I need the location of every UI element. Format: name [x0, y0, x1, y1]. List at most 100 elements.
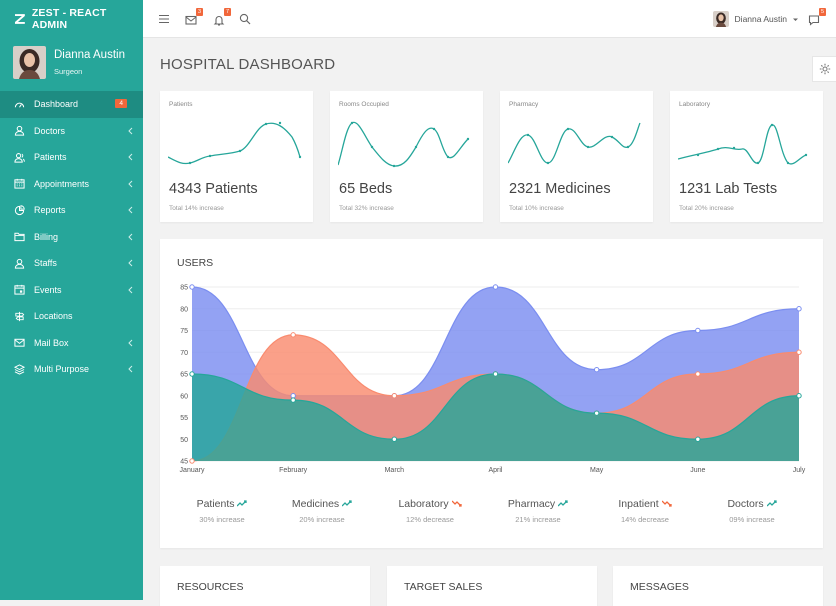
chevron-left-icon [128, 180, 133, 187]
y-tick-label: 70 [180, 350, 188, 357]
data-point [796, 349, 802, 355]
sidebar-item-label: Patients [34, 152, 67, 163]
x-tick-label: April [488, 467, 502, 474]
legend-percent: 30% increase [199, 515, 245, 524]
folder-icon [14, 233, 25, 242]
stat-label: Pharmacy [509, 101, 539, 108]
data-point [695, 436, 701, 442]
legend-item-inpatient: Inpatient 14% decrease [590, 498, 700, 524]
sidebar-item-dashboard[interactable]: Dashboard 4 [0, 91, 143, 118]
sidebar-item-appointments[interactable]: Appointments [0, 171, 143, 198]
sidebar-user-role: Surgeon [54, 67, 83, 76]
data-point [290, 332, 296, 338]
data-point [695, 327, 701, 334]
sidebar: ZEST - REACT ADMIN Dianna Austin Surgeon… [0, 0, 143, 600]
data-point [593, 366, 600, 373]
mail-icon [14, 339, 25, 347]
legend-item-doctors: Doctors 09% increase [697, 498, 807, 524]
chevron-left-icon [128, 339, 133, 346]
chevron-left-icon [128, 206, 133, 214]
stat-subtext: Total 10% increase [509, 205, 564, 212]
gear-icon [819, 63, 830, 75]
data-point [391, 436, 398, 442]
sidebar-item-staffs[interactable]: Staffs [0, 250, 143, 277]
sidebar-item-patients[interactable]: Patients [0, 144, 143, 171]
x-tick-label: June [690, 467, 705, 474]
stat-subtext: Total 20% increase [679, 205, 734, 212]
legend-name: Medicines [291, 498, 340, 510]
sidebar-item-multi-purpose[interactable]: Multi Purpose [0, 356, 143, 383]
data-point [189, 371, 195, 377]
card-title: RESOURCES [177, 581, 244, 593]
layers-icon [14, 364, 25, 375]
x-tick-label: February [279, 467, 308, 474]
data-point [189, 284, 195, 290]
y-tick-label: 55 [180, 415, 188, 422]
sparkline [508, 122, 641, 165]
settings-toggle[interactable] [812, 56, 836, 82]
data-point [593, 410, 600, 416]
users-card: USERS 85 80 75 70 65 60 55 50 45 January February M… [160, 239, 823, 548]
search-icon[interactable] [239, 13, 251, 25]
sidebar-item-reports[interactable]: Reports [0, 197, 143, 224]
stat-subtext: Total 32% increase [339, 205, 394, 212]
sidebar-item-label: Reports [34, 205, 66, 216]
notifications-button[interactable]: 7 [213, 8, 231, 26]
card-title: TARGET SALES [404, 581, 483, 593]
chevron-left-icon [128, 365, 133, 373]
zest-logo-icon [14, 14, 25, 24]
data-point [290, 393, 296, 399]
data-point [290, 397, 296, 403]
trend-up-icon [557, 500, 568, 507]
sidebar-item-billing[interactable]: Billing [0, 224, 143, 251]
sparkline [168, 121, 302, 165]
messages-card: MESSAGES [613, 566, 823, 606]
sidebar-item-label: Multi Purpose [34, 364, 90, 375]
x-tick-label: May [590, 467, 604, 474]
caret-down-icon [793, 18, 798, 21]
hamburger-menu-icon[interactable] [158, 13, 170, 25]
sidebar-item-label: Doctors [34, 125, 66, 136]
stat-value: 65 Beds [339, 181, 393, 197]
signpost-icon [15, 311, 25, 321]
sidebar-item-label: Appointments [34, 178, 90, 189]
stat-card-pharmacy: Pharmacy 2321 Medicines Total 10% increa… [500, 91, 653, 222]
sidebar-item-events[interactable]: Events [0, 277, 143, 304]
sidebar-item-locations[interactable]: Locations [0, 303, 143, 330]
sidebar-item-mail-box[interactable]: Mail Box [0, 330, 143, 357]
mail-button[interactable]: 3 [185, 8, 203, 25]
legend-name: Pharmacy [507, 498, 556, 510]
legend-item-medicines: Medicines 20% increase [267, 498, 377, 524]
legend-item-pharmacy: Pharmacy 21% increase [483, 498, 593, 524]
chevron-left-icon [128, 259, 133, 267]
chat-button[interactable]: 5 [808, 8, 826, 26]
stat-label: Rooms Occupied [339, 101, 389, 108]
legend-percent: 20% increase [299, 515, 345, 524]
topbar-user-menu[interactable]: Dianna Austin [712, 11, 799, 27]
x-tick-label: March [385, 467, 405, 474]
legend-name: Laboratory [398, 498, 449, 510]
sidebar-item-label: Mail Box [34, 337, 69, 348]
stat-label: Patients [169, 101, 193, 108]
sidebar-user[interactable]: Dianna Austin Surgeon [0, 38, 143, 90]
legend-percent: 09% increase [729, 515, 775, 524]
resources-card: RESOURCES [160, 566, 370, 606]
y-tick-label: 85 [180, 285, 188, 292]
y-tick-label: 50 [180, 437, 188, 444]
envelope-icon [185, 15, 197, 25]
sidebar-item-doctors[interactable]: Doctors [0, 118, 143, 145]
stat-card-laboratory: Laboratory 1231 Lab Tests Total 20% incr… [670, 91, 823, 222]
chat-count-badge: 5 [818, 8, 826, 16]
x-tick-label: January [180, 467, 205, 474]
y-tick-label: 65 [180, 372, 188, 379]
legend-item-laboratory: Laboratory 12% decrease [375, 498, 485, 524]
page-title: HOSPITAL DASHBOARD [160, 56, 336, 73]
user-icon [14, 258, 25, 269]
chevron-left-icon [128, 233, 133, 240]
x-tick-label: July [793, 467, 806, 474]
brand[interactable]: ZEST - REACT ADMIN [0, 0, 143, 38]
sidebar-item-label: Staffs [34, 258, 57, 269]
avatar [13, 46, 46, 79]
users-card-title: USERS [177, 257, 214, 269]
